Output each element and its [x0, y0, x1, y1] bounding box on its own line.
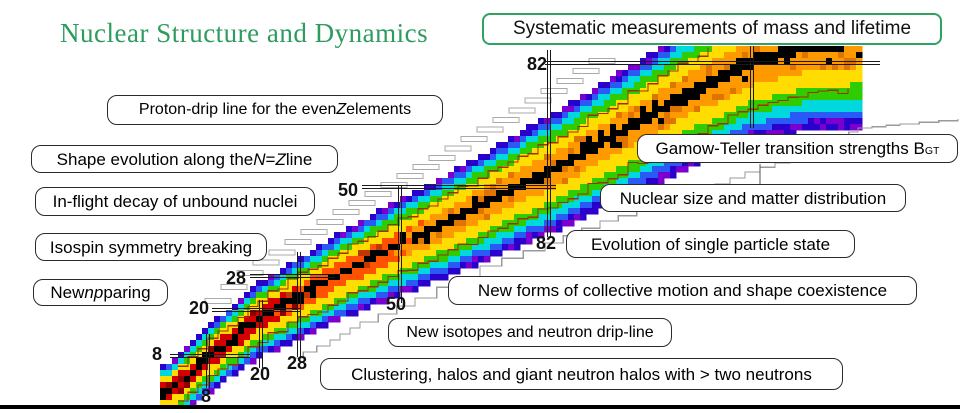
callout-text: In-flight decay of unbound nuclei	[52, 192, 298, 211]
callout-text: elements	[346, 101, 412, 118]
callout-text: Proton-drip line for the even	[138, 101, 337, 118]
callout-new-np-pairing: New np paring	[33, 279, 168, 306]
callout-single-particle-state: Evolution of single particle state	[566, 230, 855, 258]
callout-text: GT	[924, 145, 940, 158]
callout-clustering-halos: Clustering, halos and giant neutron halo…	[320, 358, 843, 390]
magic-number-label: 20	[189, 298, 209, 318]
callout-gamow-teller-strengths: Gamow-Teller transition strengths B GT	[637, 134, 958, 163]
callout-text: New isotopes and neutron drip-line	[406, 323, 654, 341]
callout-nuclear-size-distribution: Nuclear size and matter distribution	[600, 184, 906, 212]
magic-number-label: 50	[338, 180, 358, 200]
magic-number-label: 82	[536, 233, 556, 253]
callout-text: Z	[275, 149, 286, 169]
callout-text: Gamow-Teller transition strengths B	[655, 139, 925, 158]
callout-isospin-symmetry: Isospin symmetry breaking	[35, 233, 267, 261]
callout-collective-motion: New forms of collective motion and shape…	[448, 276, 917, 305]
magic-number-label: 82	[527, 54, 547, 74]
callout-text: line	[285, 149, 313, 169]
callout-text: New	[50, 283, 85, 302]
magic-number-label: 20	[250, 364, 270, 384]
callout-in-flight-decay: In-flight decay of unbound nuclei	[35, 187, 315, 216]
callout-text: Z	[336, 101, 347, 118]
callout-text: =	[265, 149, 276, 169]
callout-text: paring	[103, 283, 151, 302]
magic-number-label: 28	[226, 268, 246, 288]
callout-new-isotopes-dripline: New isotopes and neutron drip-line	[388, 318, 672, 347]
callout-text: Evolution of single particle state	[590, 234, 831, 254]
slide-title: Nuclear Structure and Dynamics	[60, 18, 429, 48]
callout-text: Isospin symmetry breaking	[49, 237, 253, 257]
callout-text: N	[253, 149, 266, 169]
banner-systematic-measurements: Systematic measurements of mass and life…	[482, 13, 942, 45]
callout-proton-drip-line: Proton-drip line for the even Z elements	[107, 95, 443, 125]
magic-number-label: 50	[386, 294, 406, 314]
magic-number-label: 8	[201, 386, 211, 406]
callout-text: np	[84, 283, 104, 302]
slide-bottom-border	[0, 405, 960, 409]
callout-shape-evolution: Shape evolution along the N = Z line	[31, 145, 338, 173]
banner-text: Systematic measurements of mass and life…	[512, 18, 912, 39]
callout-text: Nuclear size and matter distribution	[619, 188, 887, 208]
magic-number-lines	[170, 46, 880, 388]
magic-number-label: 28	[287, 353, 307, 373]
callout-text: Shape evolution along the	[56, 149, 254, 169]
callout-text: Clustering, halos and giant neutron halo…	[351, 364, 812, 384]
callout-text: New forms of collective motion and shape…	[477, 281, 888, 300]
magic-number-label: 8	[152, 344, 162, 364]
